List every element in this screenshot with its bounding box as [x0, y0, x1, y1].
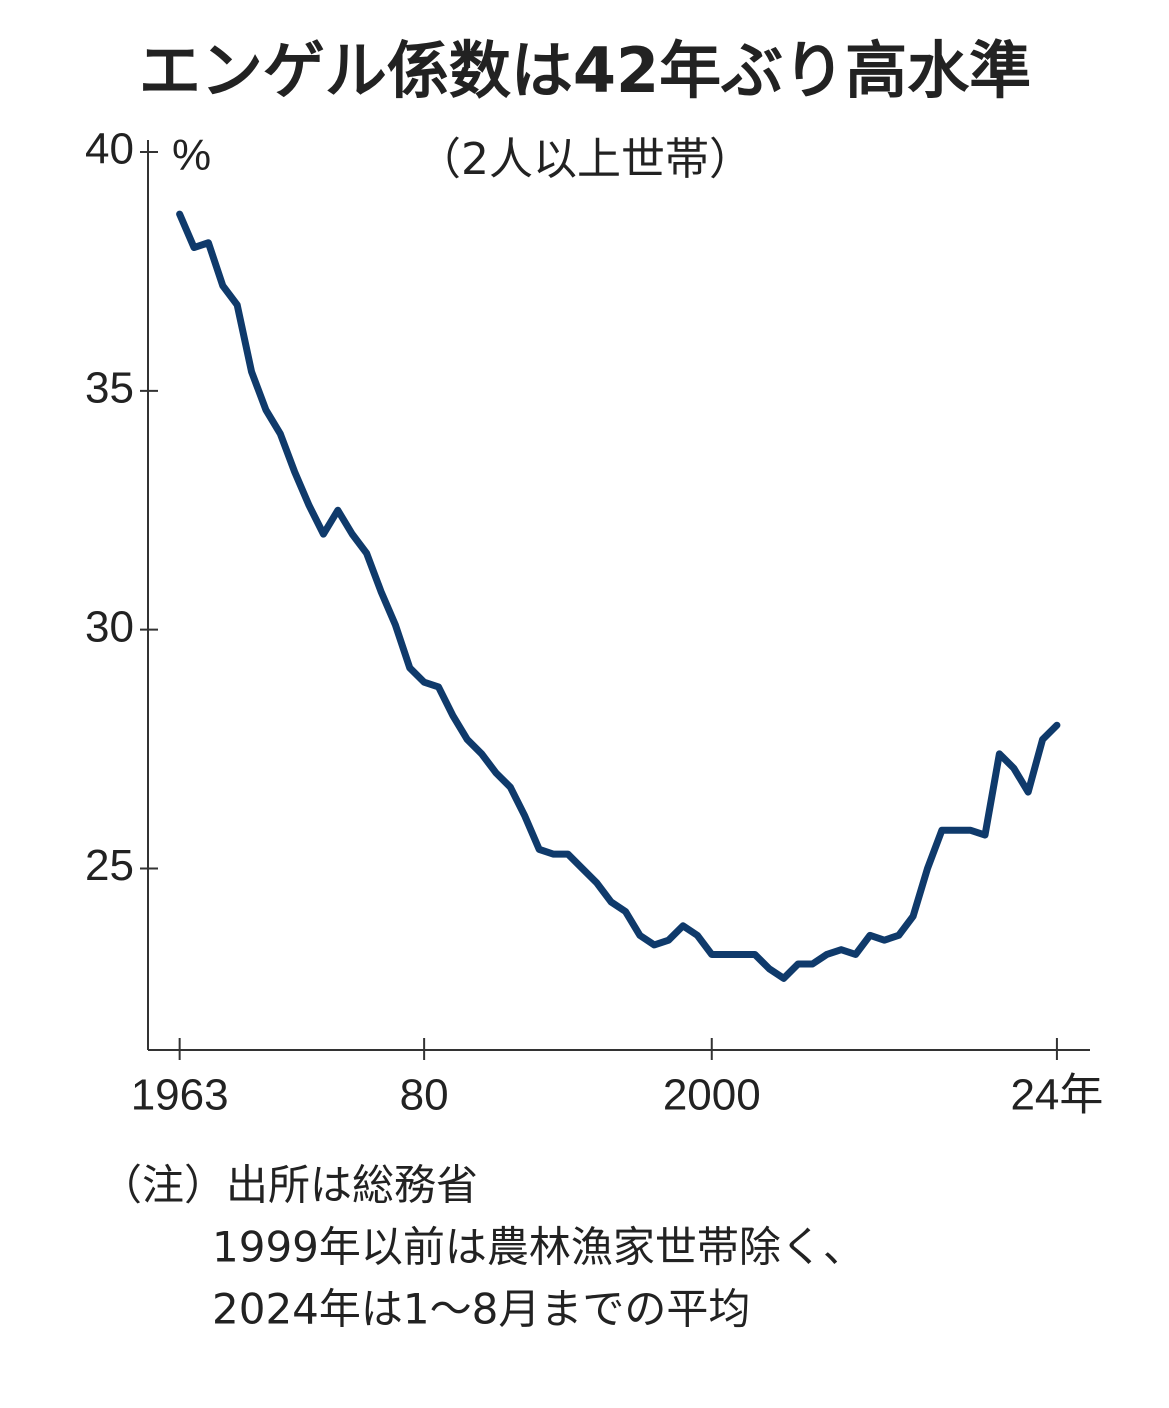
y-tick-label: 25: [85, 841, 134, 890]
line-series: [176, 210, 1061, 982]
x-tick-label: 1963: [131, 1071, 229, 1120]
y-tick-label: 30: [85, 602, 134, 651]
note: 2024年は1～8月までの平均: [212, 1285, 750, 1334]
note: （注）出所は総務省: [100, 1161, 478, 1210]
y-unit: %: [172, 131, 211, 180]
chart-title: エンゲル係数は42年ぶり高水準: [139, 34, 1031, 107]
chart-subtitle: （2人以上世帯）: [417, 134, 753, 185]
x-tick-label: 80: [400, 1071, 449, 1120]
y-tick-label: 35: [85, 363, 134, 412]
note: 1999年以前は農林漁家世帯除く、: [212, 1223, 865, 1272]
y-tick-label: 40: [85, 125, 134, 174]
x-tick-label: 2000: [663, 1071, 761, 1120]
x-tick-label: 24年: [1010, 1071, 1103, 1120]
